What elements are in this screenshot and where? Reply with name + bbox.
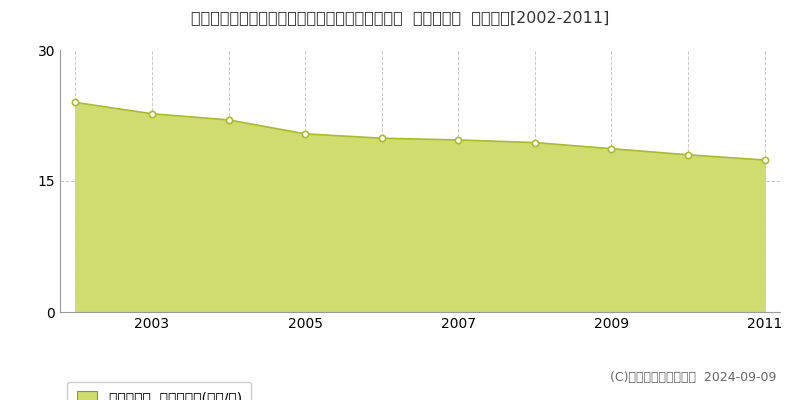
Text: 愛知県丹羽郡大口町大字秋田字東郷前９２番３外  基準地価格  地価推移[2002-2011]: 愛知県丹羽郡大口町大字秋田字東郷前９２番３外 基準地価格 地価推移[2002-2… xyxy=(191,10,609,25)
Legend: 基準地価格  平均坪単価(万円/坪): 基準地価格 平均坪単価(万円/坪) xyxy=(67,382,251,400)
Text: (C)土地価格ドットコム  2024-09-09: (C)土地価格ドットコム 2024-09-09 xyxy=(610,371,776,384)
